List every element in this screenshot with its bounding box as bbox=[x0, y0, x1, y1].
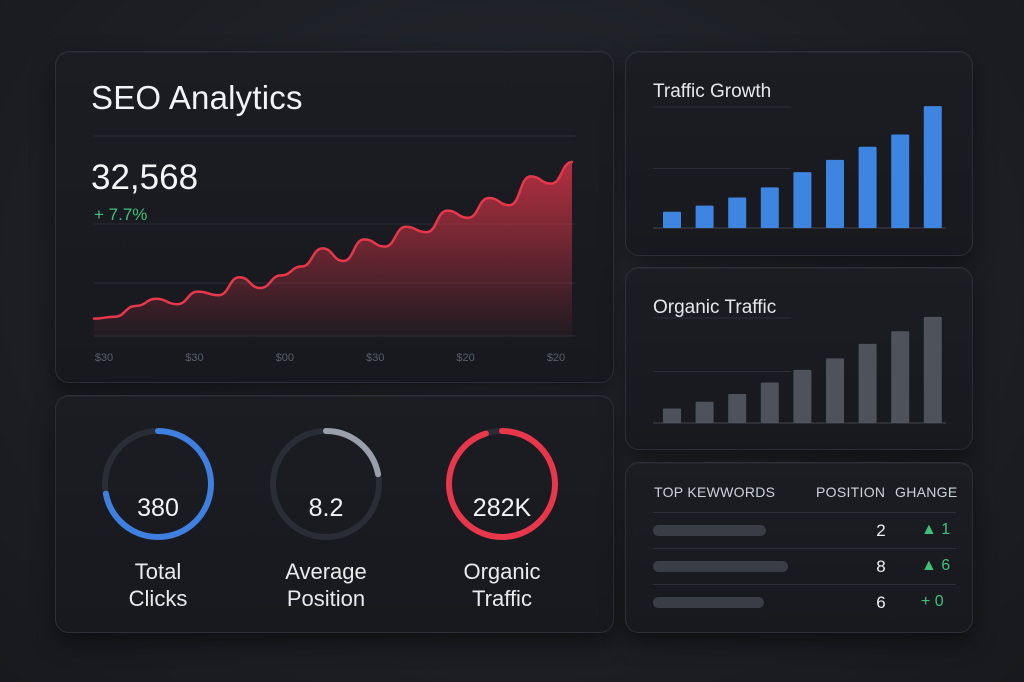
organic-traffic-card: Organic Traffic bbox=[625, 267, 973, 450]
keyword-placeholder-bar bbox=[653, 525, 766, 536]
keyword-position: 2 bbox=[876, 521, 886, 540]
x-tick-label: $30 bbox=[366, 352, 384, 364]
organic-traffic-title: Organic Traffic bbox=[653, 297, 777, 318]
main-metric-value: 32,568 bbox=[91, 158, 199, 197]
keyword-row[interactable]: 6 + 0 bbox=[653, 584, 956, 620]
kpi-label: Total Clicks bbox=[128, 559, 188, 611]
keywords-column-header: TOP KEWWORDS bbox=[654, 484, 776, 500]
bar bbox=[826, 358, 844, 423]
x-tick-label: $30 bbox=[185, 352, 203, 364]
bar bbox=[728, 197, 747, 228]
keyword-change: + 0 bbox=[921, 593, 944, 610]
organic-traffic-bar-chart bbox=[653, 316, 946, 424]
organic-traffic-ring bbox=[446, 428, 558, 540]
keyword-row[interactable]: 8 ▲ 6 bbox=[653, 548, 956, 584]
bar bbox=[891, 331, 910, 423]
row-divider bbox=[653, 584, 956, 585]
total-clicks-ring bbox=[102, 428, 214, 540]
keyword-placeholder-bar bbox=[653, 561, 788, 572]
x-tick-label: $20 bbox=[547, 352, 565, 364]
kpi-total-clicks: 380 Total Clicks bbox=[88, 424, 228, 612]
keyword-change: ▲ 1 bbox=[921, 521, 951, 538]
traffic-growth-title: Traffic Growth bbox=[653, 81, 772, 102]
ring-progress bbox=[446, 428, 558, 540]
x-tick-label: $20 bbox=[456, 352, 474, 364]
kpi-average-position: 8.2 Average Position bbox=[256, 424, 396, 612]
bar bbox=[663, 211, 681, 228]
kpi-value: 282K bbox=[472, 494, 532, 522]
top-keywords-card: TOP KEWWORDS POSITION GHANGE 2 ▲ 1 8 ▲ 6… bbox=[625, 462, 973, 633]
bar bbox=[858, 343, 877, 423]
bar bbox=[793, 172, 812, 228]
ring-progress bbox=[102, 428, 214, 540]
average-position-ring bbox=[270, 428, 382, 540]
bar bbox=[695, 205, 714, 228]
bar bbox=[695, 401, 714, 423]
keyword-change: ▲ 6 bbox=[921, 557, 951, 574]
trend-up-icon: ▲ bbox=[921, 521, 937, 538]
kpi-value: 8.2 bbox=[308, 494, 344, 522]
kpi-card: 380 Total Clicks 8.2 Average Position 282K… bbox=[55, 395, 614, 633]
keyword-position: 8 bbox=[876, 557, 886, 576]
bar bbox=[728, 394, 747, 423]
bar bbox=[760, 187, 779, 228]
ring-progress bbox=[270, 428, 382, 540]
keyword-placeholder-bar bbox=[653, 597, 764, 608]
keyword-position: 6 bbox=[876, 593, 886, 612]
keyword-row[interactable]: 2 ▲ 1 bbox=[653, 512, 956, 548]
series-line bbox=[92, 160, 574, 320]
change-column-header: GHANGE bbox=[895, 484, 958, 500]
bar bbox=[891, 134, 910, 228]
trend-up-icon: ▲ bbox=[921, 557, 937, 574]
kpi-organic-traffic: 282K Organic Traffic bbox=[432, 424, 572, 612]
bar bbox=[663, 408, 681, 423]
bar bbox=[923, 316, 942, 423]
page-title: SEO Analytics bbox=[91, 79, 303, 116]
bar bbox=[793, 369, 812, 423]
kpi-label: Organic Traffic bbox=[463, 559, 541, 611]
row-divider bbox=[653, 548, 956, 549]
kpi-value: 380 bbox=[137, 494, 179, 522]
x-tick-label: $30 bbox=[95, 352, 113, 364]
bar bbox=[826, 159, 844, 228]
bar bbox=[858, 146, 877, 228]
seo-analytics-card: $30 $30 $00 $30 $20 $20 SEO Analytics 32,568 … bbox=[55, 51, 614, 383]
area-fill bbox=[94, 162, 572, 336]
bar bbox=[760, 382, 779, 423]
bar bbox=[923, 106, 942, 228]
traffic-growth-bar-chart bbox=[653, 106, 946, 229]
x-tick-label: $00 bbox=[276, 352, 294, 364]
traffic-growth-card: Traffic Growth bbox=[625, 51, 973, 256]
row-divider bbox=[653, 512, 956, 513]
main-metric-change: + 7.7% bbox=[94, 205, 148, 224]
position-column-header: POSITION bbox=[816, 484, 886, 500]
seo-area-chart: $30 $30 $00 $30 $20 $20 bbox=[92, 135, 575, 364]
plus-icon: + bbox=[921, 593, 931, 610]
kpi-label: Average Position bbox=[285, 559, 367, 611]
